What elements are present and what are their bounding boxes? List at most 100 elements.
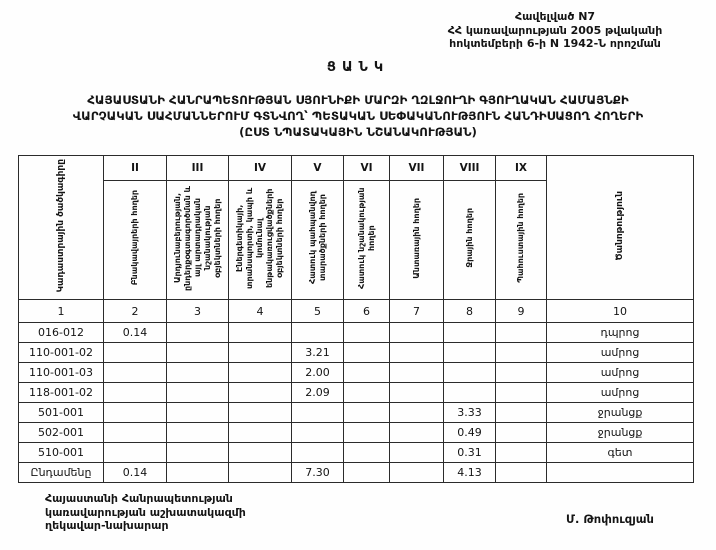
- col-header-industry-lands: Արդյունաբերության, ընդերքօգտագործման և ա…: [166, 180, 229, 300]
- table-cell: [389, 442, 444, 463]
- annex-line-3: հոկտեմբերի 6-ի N 1942-Ն որոշման: [449, 37, 661, 50]
- header-numeral-row: Կադաստրային ծածկագիրը II III IV V VI VII…: [18, 155, 694, 300]
- table-row: 110-001-03 2.00 ամրոց: [18, 362, 694, 383]
- numeral-IV: IV: [228, 155, 292, 181]
- annex-header: Հավելված N7 ՀՀ կառավարության 2005 թվական…: [400, 10, 710, 51]
- table-cell: [443, 362, 496, 383]
- table-cell: [495, 362, 547, 383]
- table-cell: 0.14: [103, 462, 167, 483]
- col-header-reserve-lands: Պահուստային հողեր: [495, 180, 547, 300]
- table-cell: [228, 402, 292, 423]
- doc-title-line-1: ՀԱՅԱՍՏԱՆԻ ՀԱՆՐԱՊԵՏՈՒԹՅԱՆ ՍՅՈՒՆԻՔԻ ՄԱՐԶԻ …: [87, 93, 629, 107]
- header-rotated-row: Բնակավայրերի հողեր Արդյունաբերության, ըն…: [19, 180, 694, 300]
- table-cell: [389, 382, 444, 403]
- note-cell: ջրանցք: [546, 422, 694, 443]
- table-cell: [103, 362, 167, 383]
- table-cell: [291, 442, 344, 463]
- doc-title-line-3: (ԸՍՏ ՆՊԱՏԱԿԱՅԻՆ ՆՇԱՆԱԿՈՒԹՅԱՆ): [239, 125, 477, 139]
- cadastral-code-cell: 118-001-02: [18, 382, 104, 403]
- note-cell: ամրոց: [546, 342, 694, 363]
- note-cell: ամրոց: [546, 362, 694, 383]
- col-number-5: 5: [291, 299, 344, 323]
- numeral-II: II: [103, 155, 167, 181]
- cadastral-code-cell: 510-001: [18, 442, 104, 463]
- numeral-VI: VI: [343, 155, 390, 181]
- cadastral-code-cell: 016-012: [18, 322, 104, 343]
- land-classification-table: Կադաստրային ծածկագիրը II III IV V VI VII…: [18, 155, 694, 483]
- table-cell: [291, 422, 344, 443]
- table-cell: [166, 322, 229, 343]
- col-number-8: 8: [443, 299, 496, 323]
- table-cell: 0.14: [103, 322, 167, 343]
- table-cell: [343, 422, 390, 443]
- table-cell: [166, 422, 229, 443]
- table-cell: [389, 402, 444, 423]
- col-number-6: 6: [343, 299, 390, 323]
- col-header-note: Ծանոթություն: [546, 155, 694, 300]
- table-cell: [443, 382, 496, 403]
- table-row: 510-001 0.31 գետ: [18, 442, 694, 463]
- table-cell: [343, 462, 390, 483]
- table-cell: [343, 442, 390, 463]
- table-cell: [228, 462, 292, 483]
- numeral-VIII: VIII: [443, 155, 496, 181]
- doc-title: ՀԱՅԱՍՏԱՆԻ ՀԱՆՐԱՊԵՏՈՒԹՅԱՆ ՍՅՈՒՆԻՔԻ ՄԱՐԶԻ …: [0, 92, 716, 140]
- table-row: 118-001-02 2.09 ամրոց: [18, 382, 694, 403]
- footer-line-1: Հայաստանի Հանրապետության: [45, 492, 233, 505]
- annex-line-1: Հավելված N7: [514, 10, 596, 23]
- table-cell: [228, 342, 292, 363]
- note-cell: ջրանցք: [546, 402, 694, 423]
- table-cell: [443, 322, 496, 343]
- table-cell: [291, 322, 344, 343]
- col-header-settlement-lands: Բնակավայրերի հողեր: [103, 180, 167, 300]
- numeral-III: III: [166, 155, 229, 181]
- total-row: Ընդամենը 0.14 7.30 4.13: [18, 462, 694, 483]
- table-cell: [103, 382, 167, 403]
- col-header-note-label: Ծանոթություն: [614, 190, 625, 261]
- table-cell: [103, 442, 167, 463]
- note-cell: ամրոց: [546, 382, 694, 403]
- col-header-energy-transport-lands: Էներգետիկայի, տրանսպորտի, կապի և կոմունա…: [228, 180, 292, 300]
- table-cell: 0.49: [443, 422, 496, 443]
- table-cell: [343, 402, 390, 423]
- doc-type-label: ՑԱՆԿ: [326, 60, 390, 75]
- table-cell: 2.00: [291, 362, 344, 383]
- table-cell: [389, 422, 444, 443]
- table-cell: [166, 342, 229, 363]
- cadastral-code-cell: 110-001-03: [18, 362, 104, 383]
- table-cell: [389, 342, 444, 363]
- cadastral-code-cell: 501-001: [18, 402, 104, 423]
- doc-title-line-2: ՎԱՐՉԱԿԱՆ ՍԱՀՄԱՆՆԵՐՈՒՄ ԳՏՆՎՈՂ՝ ՊԵՏԱԿԱՆ ՍԵ…: [72, 109, 644, 123]
- table-cell: [166, 462, 229, 483]
- table-cell: [495, 442, 547, 463]
- table-cell: [495, 382, 547, 403]
- table-row: 016-012 0.14 դպրոց: [18, 322, 694, 343]
- numeral-V: V: [291, 155, 344, 181]
- col-number-9: 9: [495, 299, 547, 323]
- footer-signatory-title: Հայաստանի Հանրապետության կառավարության ա…: [45, 492, 246, 533]
- table-cell: [343, 362, 390, 383]
- col-number-7: 7: [389, 299, 444, 323]
- cadastral-code-cell: 110-001-02: [18, 342, 104, 363]
- numeral-IX: IX: [495, 155, 547, 181]
- table-cell: [495, 462, 547, 483]
- col-header-cadastral-code-label: Կադաստրային ծածկագիրը: [55, 158, 66, 293]
- table-cell: 3.33: [443, 402, 496, 423]
- table-cell: [495, 402, 547, 423]
- note-cell: [546, 462, 694, 483]
- table-cell: [343, 342, 390, 363]
- table-cell: [103, 342, 167, 363]
- table-cell: [495, 342, 547, 363]
- table-cell: [166, 402, 229, 423]
- total-label-cell: Ընդամենը: [18, 462, 104, 483]
- table-cell: [228, 382, 292, 403]
- table-cell: [166, 362, 229, 383]
- table-cell: [228, 442, 292, 463]
- table-row: 501-001 3.33 ջրանցք: [18, 402, 694, 423]
- table-cell: [166, 442, 229, 463]
- table-cell: [228, 422, 292, 443]
- table-cell: [389, 362, 444, 383]
- col-header-special-purpose-lands: Հատուկ նշանակության հողեր: [343, 180, 390, 300]
- col-number-1: 1: [18, 299, 104, 323]
- col-header-protected-lands: Հատուկ պահպանվող տարածքների հողեր: [291, 180, 344, 300]
